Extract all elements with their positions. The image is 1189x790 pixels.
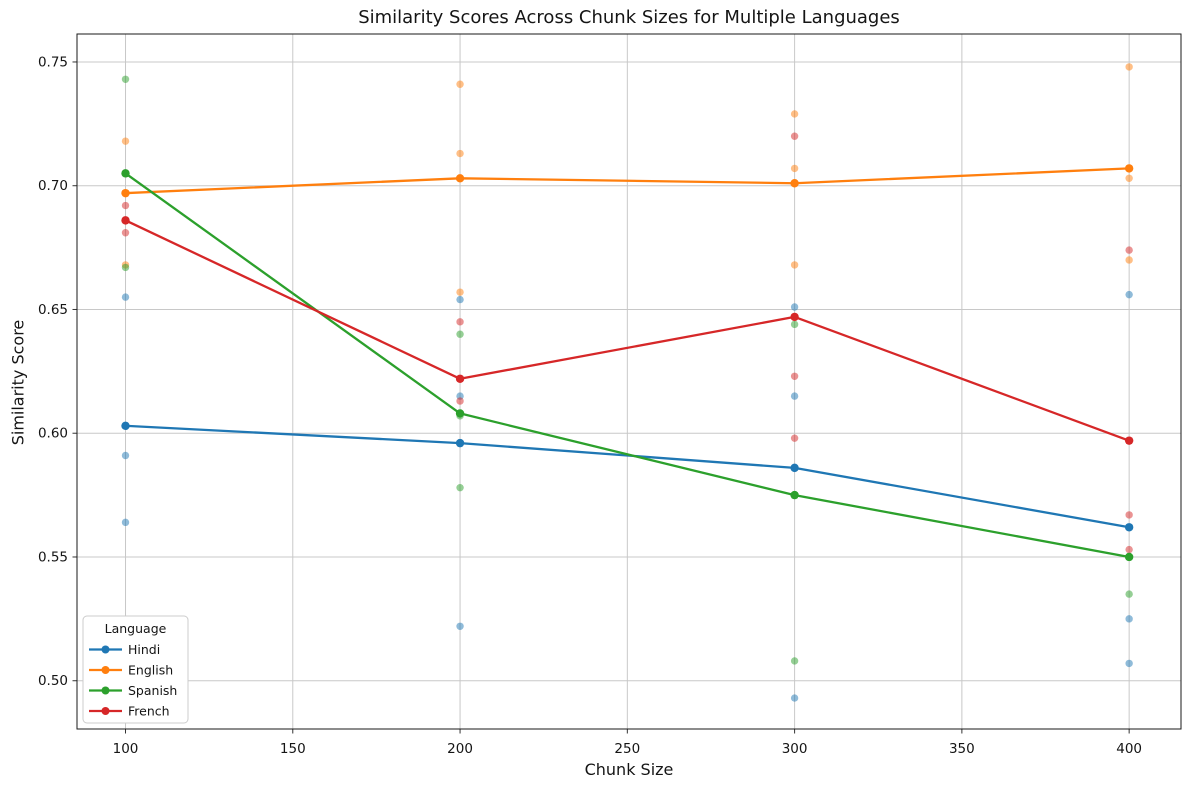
scatter-point — [121, 229, 130, 237]
mean-point — [1124, 164, 1134, 173]
scatter-point — [121, 263, 130, 272]
scatter-point — [790, 303, 799, 311]
mean-point — [455, 438, 465, 448]
mean-point — [455, 174, 465, 183]
mean-point — [121, 188, 130, 198]
scatter-point — [121, 75, 130, 83]
scatter-point — [1125, 545, 1133, 554]
y-tick-label: 0.55 — [38, 549, 68, 565]
scatter-point — [790, 434, 799, 442]
legend-box — [82, 615, 189, 724]
legend-item-label: Hindi — [128, 642, 160, 657]
legend-item-label: Spanish — [128, 683, 177, 698]
scatter-point — [1125, 63, 1133, 71]
mean-point — [455, 374, 465, 383]
y-tick-label: 0.60 — [38, 426, 68, 442]
x-tick-label: 400 — [1116, 741, 1142, 757]
mean-point — [1124, 523, 1134, 532]
mean-line — [125, 167, 1130, 195]
mean-point — [121, 169, 130, 178]
mean-point — [1124, 436, 1134, 445]
scatter-point — [1125, 590, 1133, 598]
scatter-point — [1125, 659, 1133, 668]
scatter-point — [790, 392, 799, 400]
scatter-point — [456, 483, 464, 492]
legend-marker-dot — [101, 645, 110, 654]
scatter-point — [790, 320, 799, 329]
scatter-point — [121, 137, 130, 145]
mean-point — [455, 409, 465, 418]
legend-marker-dot — [101, 686, 110, 695]
scatter-point — [121, 451, 130, 460]
scatter-point — [456, 330, 464, 338]
scatter-point — [1125, 615, 1133, 623]
y-axis-label: Similarity Score — [8, 319, 28, 446]
scatter-point — [456, 149, 464, 158]
scatter-point — [1125, 290, 1133, 299]
scatter-point — [456, 295, 464, 304]
x-tick-label: 200 — [447, 741, 473, 757]
y-tick-label: 0.50 — [38, 673, 68, 689]
y-tick-label: 0.75 — [38, 54, 68, 70]
scatter-point — [121, 518, 130, 527]
mean-line — [125, 424, 1130, 529]
x-axis-label: Chunk Size — [584, 760, 674, 779]
mean-point — [121, 216, 130, 225]
mean-line — [124, 172, 1130, 559]
mean-point — [1124, 552, 1134, 562]
scatter-point — [456, 622, 464, 630]
scatter-point — [1125, 256, 1133, 264]
scatter-point — [790, 110, 799, 118]
scatter-point — [790, 694, 799, 702]
scatter-point — [790, 164, 799, 173]
chart-title: Similarity Scores Across Chunk Sizes for… — [358, 7, 900, 28]
x-tick-label: 250 — [614, 741, 640, 757]
scatter-point — [1125, 511, 1133, 519]
x-tick-label: 100 — [113, 741, 139, 757]
legend-marker-dot — [101, 666, 110, 674]
mean-line — [125, 219, 1130, 442]
mean-point — [121, 421, 130, 431]
scatter-point — [790, 657, 799, 665]
y-tick-label: 0.70 — [38, 178, 68, 194]
scatter-point — [790, 372, 799, 381]
plot-frame — [76, 33, 1182, 730]
legend-item-label: French — [128, 704, 170, 719]
scatter-point — [790, 132, 799, 140]
mean-point — [790, 312, 799, 322]
legend-marker-dot — [101, 707, 110, 715]
y-tick-label: 0.65 — [38, 302, 68, 318]
scatter-point — [121, 201, 130, 210]
mean-point — [790, 463, 799, 473]
scatter-point — [1125, 174, 1133, 182]
x-tick-label: 150 — [280, 741, 306, 757]
scatter-point — [121, 293, 130, 301]
legend-item-label: English — [128, 663, 173, 678]
x-tick-label: 300 — [782, 741, 808, 757]
scatter-point — [1125, 246, 1133, 254]
mean-point — [790, 179, 799, 188]
mean-point — [790, 490, 799, 500]
scatter-point — [790, 261, 799, 269]
scatter-point — [456, 318, 464, 326]
legend-title: Language — [105, 621, 167, 636]
scatter-point — [456, 80, 464, 88]
scatter-point — [456, 288, 464, 296]
scatter-point — [456, 397, 464, 405]
x-tick-label: 350 — [949, 741, 975, 757]
